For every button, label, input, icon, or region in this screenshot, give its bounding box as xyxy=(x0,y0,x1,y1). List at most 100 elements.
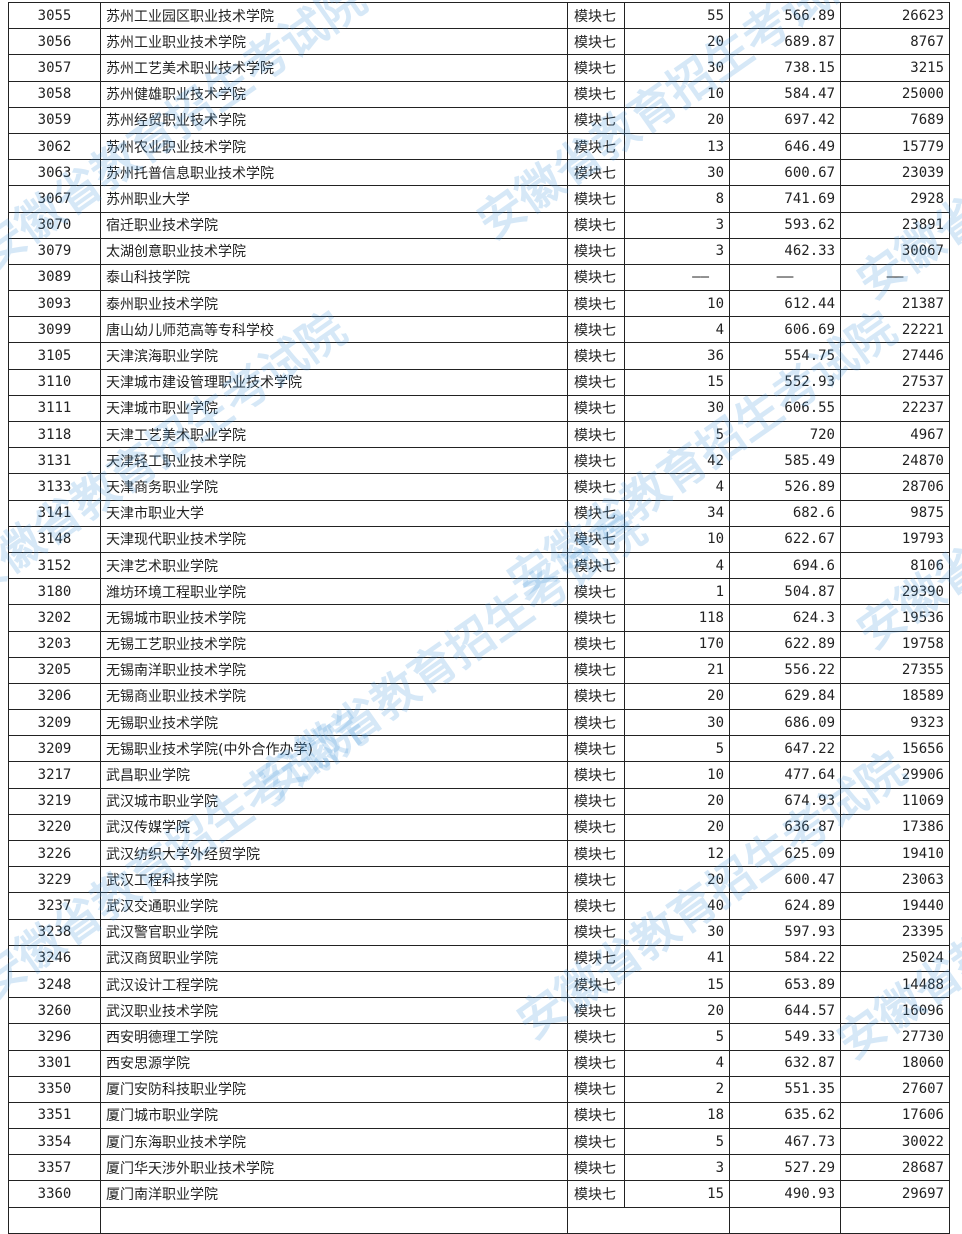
column-divider xyxy=(624,239,625,264)
plan-count: 10 xyxy=(707,767,724,784)
column-divider xyxy=(624,710,625,735)
table-row: 3260 武汉职业技术学院 模块七 20 644.57 16096 xyxy=(8,997,950,1025)
min-rank: 29906 xyxy=(840,761,950,789)
min-rank: 3215 xyxy=(840,54,950,82)
module-plan-cell: 模块七 55 xyxy=(567,1,730,30)
min-rank: 29390 xyxy=(840,578,950,606)
min-rank: 21387 xyxy=(840,290,950,318)
module-label: 模块七 xyxy=(574,715,616,732)
min-rank: 15656 xyxy=(840,735,950,763)
school-name: 泰州职业技术学院 xyxy=(100,290,568,318)
school-name: 无锡职业技术学院 xyxy=(100,709,568,737)
column-divider xyxy=(624,213,625,238)
table-row: 3226 武汉纺织大学外经贸学院 模块七 12 625.09 19410 xyxy=(8,839,950,868)
min-score: 552.93 xyxy=(729,368,841,396)
table-row: 3131 天津轻工职业技术学院 模块七 42 585.49 24870 xyxy=(8,447,950,475)
min-score: 622.67 xyxy=(729,525,841,553)
min-score: 585.49 xyxy=(729,447,841,475)
plan-count: 20 xyxy=(707,688,724,705)
min-rank: 25024 xyxy=(840,944,950,972)
plan-count: 10 xyxy=(707,295,724,312)
module-plan-cell: 模块七 4 xyxy=(567,1049,730,1077)
table-row: 3296 西安明德理工学院 模块七 5 549.33 27730 xyxy=(8,1023,950,1051)
school-name: 西安思源学院 xyxy=(100,1049,568,1077)
column-divider xyxy=(624,1155,625,1180)
table-row: 3354 厦门东海职业技术学院 模块七 5 467.73 30022 xyxy=(8,1128,950,1156)
module-plan-cell: 模块七 36 xyxy=(567,342,730,370)
module-label: 模块七 xyxy=(574,610,616,627)
min-score: 556.22 xyxy=(729,656,841,684)
min-rank: 19440 xyxy=(840,892,950,920)
module-plan-cell: 模块七 21 xyxy=(567,656,730,684)
module-plan-cell: 模块七 5 xyxy=(567,735,730,763)
school-code: 3217 xyxy=(8,761,101,789)
school-name: 武汉传媒学院 xyxy=(100,813,568,842)
column-divider xyxy=(624,1077,625,1102)
school-code: 3118 xyxy=(8,420,101,449)
school-code: 3131 xyxy=(8,447,101,475)
min-score: 644.57 xyxy=(729,997,841,1025)
module-label: 模块七 xyxy=(574,1082,616,1099)
plan-count: 4 xyxy=(715,321,724,338)
module-plan-cell: 模块七 10 xyxy=(567,525,730,553)
empty-cell xyxy=(100,1206,568,1234)
school-code: 3238 xyxy=(8,918,101,946)
min-rank: —— xyxy=(840,263,950,292)
module-plan-cell: 模块七 20 xyxy=(567,682,730,711)
table-row: 3133 天津商务职业学院 模块七 4 526.89 28706 xyxy=(8,473,950,501)
school-code: 3301 xyxy=(8,1049,101,1077)
school-name: 苏州工艺美术职业技术学院 xyxy=(100,54,568,82)
school-code: 3093 xyxy=(8,290,101,318)
school-code: 3055 xyxy=(8,1,101,30)
module-plan-cell: 模块七 20 xyxy=(567,813,730,842)
module-plan-cell: 模块七 20 xyxy=(567,28,730,56)
plan-count: 40 xyxy=(707,897,724,914)
min-rank: 27446 xyxy=(840,342,950,370)
plan-count: 1 xyxy=(715,583,724,600)
column-divider xyxy=(624,527,625,552)
admission-score-table: 3055 苏州工业园区职业技术学院 模块七 55 566.89 26623 3056 苏州工业… xyxy=(8,1,950,1234)
module-label: 模块七 xyxy=(574,139,616,156)
table-row: 3237 武汉交通职业学院 模块七 40 624.89 19440 xyxy=(8,892,950,920)
school-code: 3152 xyxy=(8,551,101,580)
table-row: 3057 苏州工艺美术职业技术学院 模块七 30 738.15 3215 xyxy=(8,54,950,82)
module-plan-cell: 模块七 4 xyxy=(567,473,730,501)
school-code: 3351 xyxy=(8,1101,101,1130)
column-divider xyxy=(624,632,625,657)
column-divider xyxy=(624,605,625,630)
min-score: 490.93 xyxy=(729,1180,841,1208)
school-code: 3099 xyxy=(8,316,101,344)
module-label: 模块七 xyxy=(574,8,616,25)
column-divider xyxy=(624,82,625,107)
module-label: 模块七 xyxy=(574,768,616,785)
min-rank: 30067 xyxy=(840,237,950,265)
module-label: 模块七 xyxy=(574,794,616,811)
module-label: 模块七 xyxy=(574,453,616,470)
module-plan-cell: 模块七 5 xyxy=(567,420,730,449)
module-plan-cell: 模块七 2 xyxy=(567,1075,730,1103)
school-code: 3202 xyxy=(8,604,101,632)
module-plan-cell: 模块七 15 xyxy=(567,368,730,396)
table-row: 3301 西安思源学院 模块七 4 632.87 18060 xyxy=(8,1049,950,1077)
min-rank: 25000 xyxy=(840,80,950,108)
min-score: 624.3 xyxy=(729,604,841,632)
module-label: 模块七 xyxy=(574,689,616,706)
table-row-partial xyxy=(8,1206,950,1234)
module-plan-cell: 模块七 18 xyxy=(567,1101,730,1130)
empty-cell xyxy=(8,1206,101,1234)
plan-count: 30 xyxy=(707,924,724,941)
table-row: 3058 苏州健雄职业技术学院 模块七 10 584.47 25000 xyxy=(8,80,950,108)
school-code: 3070 xyxy=(8,211,101,239)
school-code: 3056 xyxy=(8,28,101,56)
module-plan-cell: 模块七 34 xyxy=(567,499,730,527)
min-score: 682.6 xyxy=(729,499,841,527)
module-plan-cell: 模块七 170 xyxy=(567,630,730,658)
plan-count: 15 xyxy=(707,1186,724,1203)
table-row: 3220 武汉传媒学院 模块七 20 636.87 17386 xyxy=(8,813,950,842)
min-score: 584.22 xyxy=(729,944,841,972)
module-plan-cell: 模块七 42 xyxy=(567,447,730,475)
min-score: 694.6 xyxy=(729,551,841,580)
plan-count: 2 xyxy=(715,1081,724,1098)
column-divider xyxy=(624,291,625,316)
school-name: 天津滨海职业学院 xyxy=(100,342,568,370)
